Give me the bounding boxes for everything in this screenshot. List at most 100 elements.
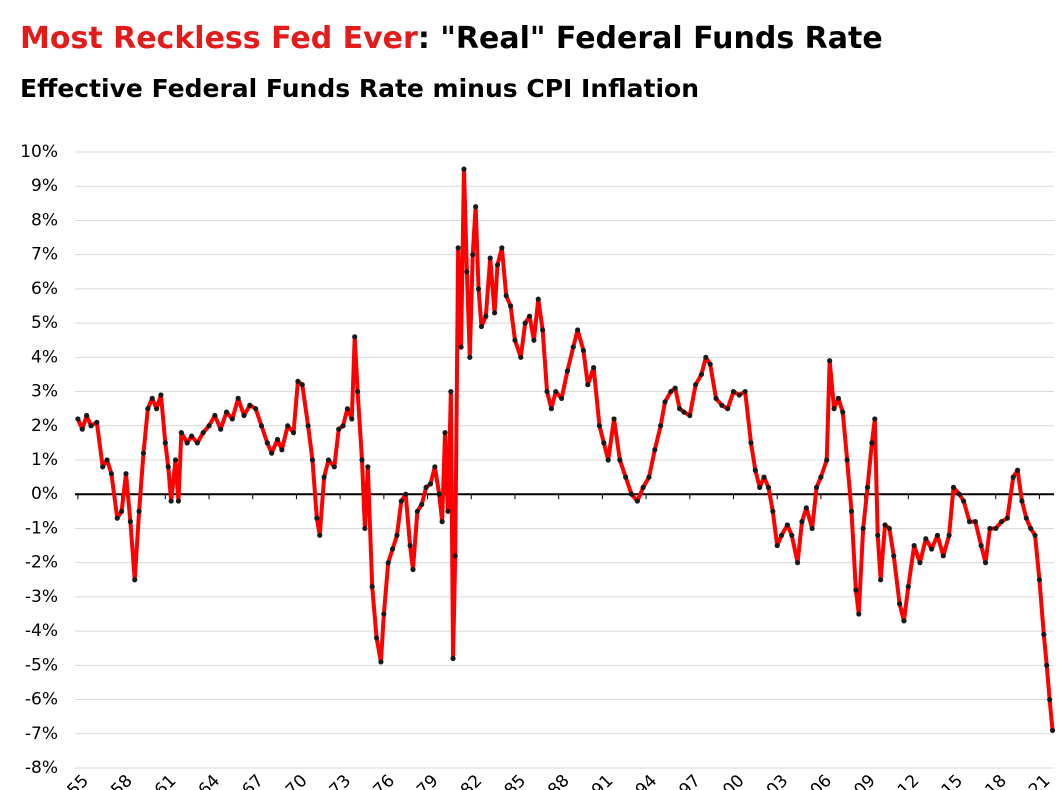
data-point <box>436 491 442 497</box>
data-point <box>736 392 742 398</box>
data-point <box>153 406 160 412</box>
data-point <box>455 245 461 251</box>
data-point <box>748 440 754 446</box>
data-point <box>1041 631 1047 638</box>
data-point <box>317 532 323 538</box>
y-tick-label: 6% <box>31 279 58 299</box>
data-point <box>423 484 429 490</box>
data-point <box>844 457 850 463</box>
data-point <box>172 457 179 463</box>
chart-subtitle: Effective Federal Funds Rate minus CPI I… <box>20 74 699 103</box>
data-point <box>856 611 862 617</box>
data-point <box>1010 474 1016 480</box>
data-point <box>1004 515 1010 521</box>
data-point <box>840 409 846 415</box>
data-point <box>564 368 571 374</box>
data-point <box>503 293 509 299</box>
data-point <box>774 542 780 549</box>
title-highlight: Most Reckless Fed Ever <box>20 21 418 56</box>
data-point <box>123 471 129 477</box>
data-point <box>891 553 897 559</box>
data-point <box>725 406 731 412</box>
data-point <box>285 423 291 429</box>
data-point <box>864 484 871 490</box>
data-point <box>809 525 815 532</box>
data-point <box>886 525 892 532</box>
data-point <box>658 423 664 429</box>
data-point <box>676 406 683 412</box>
data-point <box>917 560 923 566</box>
data-point <box>799 519 805 525</box>
data-point <box>853 587 859 593</box>
data-point <box>580 347 587 354</box>
data-point <box>158 392 164 398</box>
data-point <box>540 327 546 333</box>
data-point <box>818 474 824 480</box>
data-point <box>681 409 687 415</box>
data-point <box>378 659 384 665</box>
data-point <box>439 519 445 525</box>
y-tick-label: -1% <box>25 518 58 538</box>
data-point <box>458 344 464 350</box>
data-point <box>394 532 400 538</box>
data-point <box>757 484 763 490</box>
data-point <box>184 440 190 446</box>
data-point <box>860 525 866 532</box>
data-point <box>1032 532 1038 538</box>
data-point <box>522 320 528 326</box>
data-point <box>1036 577 1043 583</box>
data-point <box>742 388 748 395</box>
data-point <box>389 546 396 552</box>
data-point <box>94 419 100 425</box>
data-point <box>1047 696 1053 703</box>
data-point <box>707 361 713 367</box>
data-point <box>911 542 917 549</box>
data-point <box>982 560 989 566</box>
data-point <box>119 508 125 514</box>
data-point <box>229 416 235 422</box>
data-point <box>299 382 305 388</box>
data-point <box>646 474 652 480</box>
data-point <box>419 501 425 508</box>
data-point <box>309 457 316 463</box>
data-point <box>882 522 888 528</box>
data-point <box>972 519 978 525</box>
data-point <box>258 423 265 429</box>
data-point <box>789 532 795 538</box>
data-point <box>369 584 375 590</box>
data-point <box>494 262 501 268</box>
data-point <box>634 498 640 504</box>
data-point <box>381 611 387 617</box>
data-point <box>803 505 809 511</box>
data-point <box>946 532 952 538</box>
data-point <box>336 426 342 432</box>
data-point <box>575 327 581 333</box>
data-point <box>407 542 413 549</box>
data-point <box>373 635 380 641</box>
data-point <box>813 484 820 490</box>
data-point <box>640 484 646 490</box>
data-point <box>212 412 218 419</box>
data-point <box>290 430 297 436</box>
data-point <box>325 457 332 463</box>
data-point <box>761 474 767 480</box>
data-point <box>79 426 85 432</box>
y-tick-label: 10% <box>20 142 58 162</box>
data-point <box>978 542 984 549</box>
y-tick-label: 2% <box>31 416 58 436</box>
data-point <box>693 382 699 388</box>
data-point <box>100 464 106 470</box>
data-point <box>352 334 358 340</box>
data-point <box>698 371 705 378</box>
data-point <box>998 519 1005 525</box>
data-point <box>596 423 603 429</box>
data-point <box>719 402 725 408</box>
data-point <box>127 519 133 525</box>
y-tick-label: -2% <box>25 553 58 573</box>
data-point <box>872 416 878 422</box>
data-point <box>518 354 524 360</box>
y-tick-label: 1% <box>31 450 58 470</box>
y-tick-label: -7% <box>25 724 58 744</box>
data-point <box>162 440 168 446</box>
